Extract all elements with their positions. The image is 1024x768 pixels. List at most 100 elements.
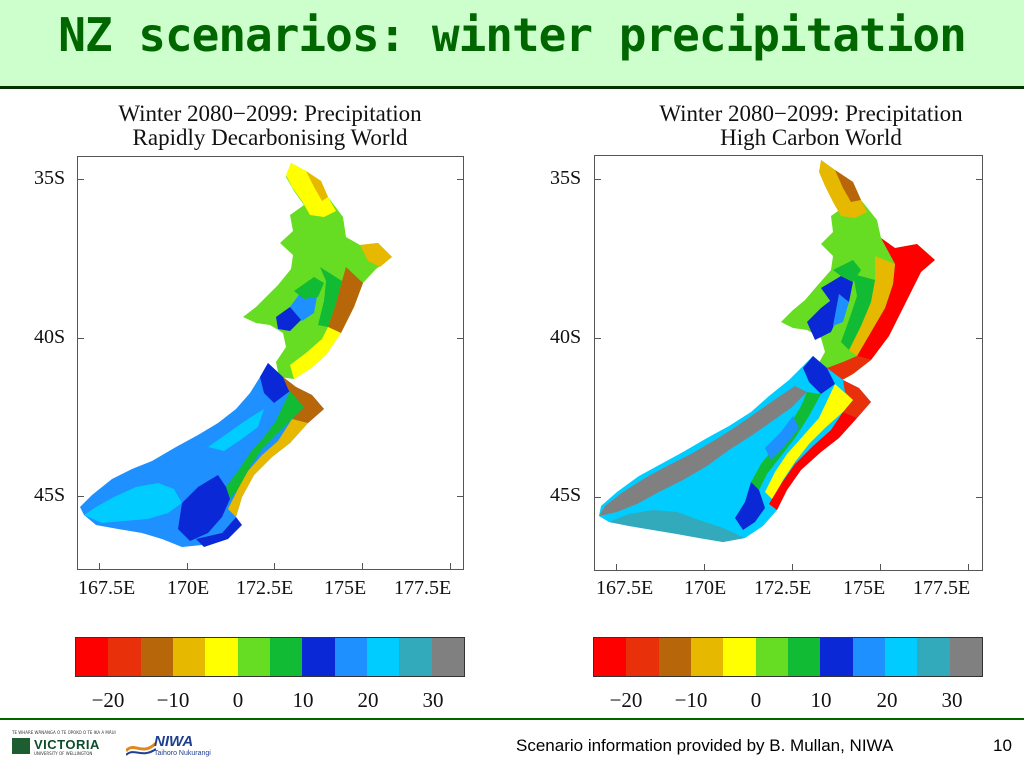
colorbar-swatch-10	[884, 638, 918, 676]
colorbar-swatch-4	[172, 638, 206, 676]
colorbar-swatch-3	[658, 638, 691, 676]
colorbar-label: 20	[357, 688, 379, 712]
x-tick-5	[968, 564, 969, 570]
title-band: NZ scenarios: winter precipitation	[0, 0, 1024, 89]
colorbar-label: −20	[609, 688, 643, 712]
map-plot	[594, 155, 983, 571]
y-label-45S: 45S	[34, 484, 66, 506]
x-label-175E: 175E	[843, 577, 886, 599]
colorbar-swatch-2	[626, 638, 659, 676]
x-tick-4	[362, 563, 363, 569]
footer-credit: Scenario information provided by B. Mull…	[516, 736, 894, 755]
colorbar-swatch-11	[399, 638, 432, 676]
y-tick-45S	[78, 496, 84, 497]
panel-title-line2: High Carbon World	[720, 125, 902, 150]
colorbar-swatch-11	[917, 638, 950, 676]
panel-title-line2: Rapidly Decarbonising World	[132, 125, 408, 150]
x-tick-1	[99, 563, 100, 569]
y-tick-right-45S	[976, 497, 982, 498]
colorbar-swatch-1	[76, 638, 109, 676]
colorbar-label: 0	[750, 688, 762, 712]
colorbar-label: 10	[810, 688, 832, 712]
y-label-40S: 40S	[34, 326, 66, 348]
colorbar-label: 10	[292, 688, 314, 712]
y-tick-45S	[595, 497, 601, 498]
panel-title: Winter 2080−2099: Precipitation Rapidly …	[50, 102, 490, 150]
x-tick-3	[792, 564, 793, 570]
nz-precip-map	[599, 160, 935, 542]
colorbar-label: −10	[156, 688, 190, 712]
nz-precip-map	[80, 163, 392, 547]
x-label-175E: 175E	[324, 577, 367, 599]
map-panel-high-carbon: Winter 2080−2099: Precipitation High Car…	[546, 0, 986, 720]
x-label-170E: 170E	[167, 577, 210, 599]
y-tick-35S	[78, 179, 84, 180]
south-island	[599, 356, 871, 542]
colorbar-swatch-9	[852, 638, 885, 676]
page-number: 10	[993, 736, 1012, 755]
victoria-university-logo: TE WHARE WĀNANGA O TE ŪPOKO O TE IKA A M…	[12, 730, 120, 760]
x-tick-1	[616, 564, 617, 570]
y-label-45S: 45S	[550, 484, 582, 506]
colorbar-swatch-10	[366, 638, 400, 676]
y-label-35S: 35S	[34, 167, 66, 189]
y-tick-35S	[595, 179, 601, 180]
colorbar-swatch-5	[205, 638, 238, 676]
y-tick-right-35S	[976, 179, 982, 180]
colorbar-swatch-7	[787, 638, 821, 676]
north-island	[781, 160, 935, 384]
colorbar-swatch-2	[108, 638, 141, 676]
slide-title: NZ scenarios: winter precipitation	[58, 8, 967, 62]
map-plot	[77, 156, 464, 570]
x-label-177.5E: 177.5E	[394, 577, 452, 599]
colorbar-swatch-8	[820, 638, 853, 676]
colorbar-swatch-7	[269, 638, 303, 676]
colorbar-label: −20	[91, 688, 125, 712]
colorbar-swatch-6	[755, 638, 788, 676]
colorbar-swatch-1	[594, 638, 627, 676]
colorbar-swatch-9	[334, 638, 367, 676]
footer-divider	[0, 718, 1024, 720]
y-label-35S: 35S	[550, 167, 582, 189]
x-tick-2	[187, 563, 188, 569]
y-tick-right-35S	[457, 179, 463, 180]
niwa-logo: NIWA Taihoro Nukurangi	[126, 733, 222, 761]
victoria-subtitle: UNIVERSITY OF WELLINGTON	[34, 751, 93, 756]
colorbar-swatch-6	[237, 638, 270, 676]
niwa-wave-icon	[126, 741, 156, 756]
y-tick-right-40S	[976, 338, 982, 339]
colorbar-label: 30	[941, 688, 963, 712]
victoria-crest-icon	[12, 738, 30, 754]
colorbar	[593, 637, 983, 677]
panel-title-line1: Winter 2080−2099: Precipitation	[118, 101, 422, 126]
victoria-name: VICTORIA	[34, 737, 100, 752]
x-label-172.5E: 172.5E	[236, 577, 294, 599]
colorbar-swatch-12	[949, 638, 982, 676]
x-tick-3	[274, 563, 275, 569]
x-tick-2	[704, 564, 705, 570]
y-label-40S: 40S	[550, 326, 582, 348]
y-tick-right-45S	[457, 496, 463, 497]
panel-title: Winter 2080−2099: Precipitation High Car…	[591, 102, 1024, 150]
north-island	[243, 163, 392, 379]
south-island	[80, 363, 324, 547]
colorbar-label: −10	[674, 688, 708, 712]
x-label-170E: 170E	[684, 577, 727, 599]
x-tick-4	[880, 564, 881, 570]
colorbar-swatch-3	[140, 638, 173, 676]
colorbar-swatch-8	[302, 638, 335, 676]
x-label-167.5E: 167.5E	[78, 577, 136, 599]
niwa-name: NIWA	[154, 733, 194, 750]
y-tick-40S	[78, 338, 84, 339]
niwa-subtitle: Taihoro Nukurangi	[154, 750, 211, 757]
colorbar-swatch-5	[723, 638, 756, 676]
panel-title-line1: Winter 2080−2099: Precipitation	[659, 101, 963, 126]
x-label-167.5E: 167.5E	[596, 577, 654, 599]
y-tick-right-40S	[457, 338, 463, 339]
colorbar-label: 0	[232, 688, 244, 712]
y-tick-40S	[595, 338, 601, 339]
x-tick-5	[450, 563, 451, 569]
colorbar-label: 30	[422, 688, 444, 712]
x-label-172.5E: 172.5E	[754, 577, 812, 599]
colorbar-swatch-4	[690, 638, 724, 676]
